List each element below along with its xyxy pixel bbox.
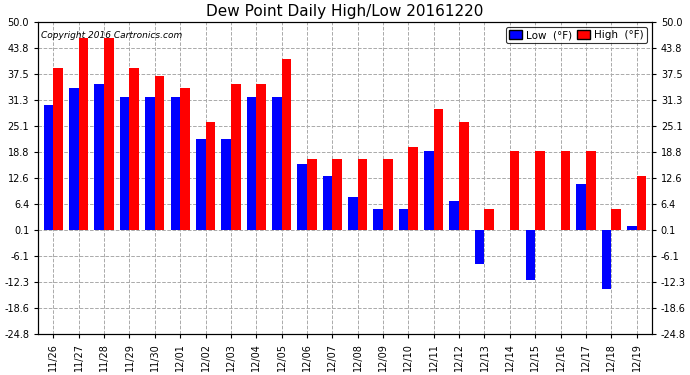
Bar (637, 176, 647, 230)
Bar (120, 97, 130, 230)
Bar (602, 230, 611, 289)
Bar (272, 97, 282, 230)
Bar (104, 38, 114, 230)
Bar (333, 159, 342, 230)
Bar (373, 210, 383, 230)
Bar (206, 122, 215, 230)
Bar (424, 151, 434, 230)
Bar (535, 151, 545, 230)
Bar (383, 159, 393, 230)
Title: Dew Point Daily High/Low 20161220: Dew Point Daily High/Low 20161220 (206, 4, 484, 19)
Bar (246, 97, 256, 230)
Bar (53, 68, 63, 230)
Bar (323, 176, 333, 230)
Bar (560, 151, 570, 230)
Bar (459, 122, 469, 230)
Bar (434, 110, 444, 230)
Bar (297, 164, 307, 230)
Text: Copyright 2016 Cartronics.com: Copyright 2016 Cartronics.com (41, 31, 183, 40)
Bar (627, 226, 637, 230)
Bar (510, 151, 520, 230)
Bar (282, 59, 291, 230)
Bar (43, 105, 53, 230)
Bar (357, 159, 367, 230)
Bar (180, 88, 190, 230)
Bar (348, 197, 357, 230)
Bar (586, 151, 595, 230)
Bar (475, 230, 484, 264)
Bar (145, 97, 155, 230)
Bar (170, 97, 180, 230)
Bar (196, 138, 206, 230)
Bar (484, 210, 494, 230)
Bar (231, 84, 241, 230)
Bar (69, 88, 79, 230)
Bar (95, 84, 104, 230)
Bar (256, 84, 266, 230)
Bar (307, 159, 317, 230)
Bar (155, 76, 164, 230)
Bar (399, 210, 408, 230)
Bar (130, 68, 139, 230)
Bar (221, 138, 231, 230)
Bar (576, 184, 586, 230)
Bar (526, 230, 535, 280)
Bar (449, 201, 459, 230)
Bar (408, 147, 418, 230)
Legend: Low  (°F), High  (°F): Low (°F), High (°F) (506, 27, 647, 43)
Bar (611, 210, 621, 230)
Bar (79, 38, 88, 230)
